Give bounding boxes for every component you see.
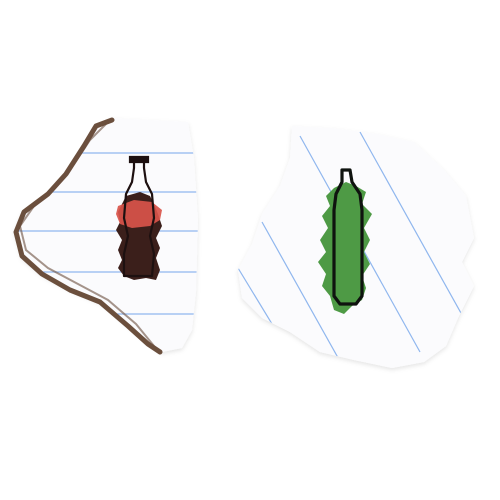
cola-bottle-cap bbox=[128, 155, 150, 164]
torn-paper-edge-fibers bbox=[18, 123, 155, 347]
cola-bottle-label bbox=[116, 200, 162, 228]
green-bottle-outline bbox=[332, 168, 364, 306]
torn-paper-edge bbox=[13, 117, 163, 355]
green-bottle-drawing bbox=[318, 168, 372, 314]
cola-bottle-drawing bbox=[116, 155, 162, 280]
left-paper-scrap bbox=[13, 117, 198, 355]
left-paper bbox=[14, 118, 198, 352]
cola-bottle-outline bbox=[122, 158, 156, 278]
green-bottle-fill bbox=[318, 182, 372, 314]
